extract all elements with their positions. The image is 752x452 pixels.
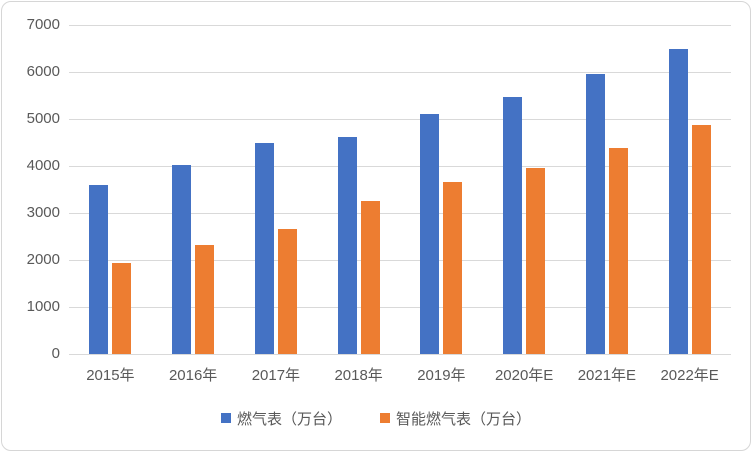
x-axis-label: 2016年: [168, 367, 218, 384]
y-axis-tick-label: 2000: [26, 251, 60, 268]
bar-gas-meter: [668, 49, 688, 354]
gridline: [69, 213, 731, 214]
y-axis-tick-label: 1000: [26, 298, 60, 315]
legend-item-smart-gas-meter: 智能燃气表（万台）: [380, 408, 531, 429]
y-axis-tick-label: 7000: [26, 16, 60, 33]
gridline: [69, 119, 731, 120]
bar-smart-gas-meter: [526, 168, 546, 354]
bar-gas-meter: [503, 97, 523, 354]
y-axis-tick-label: 3000: [26, 204, 60, 221]
legend-item-gas-meter: 燃气表（万台）: [220, 408, 342, 429]
bar-smart-gas-meter: [277, 229, 297, 354]
bar-smart-gas-meter: [360, 201, 380, 354]
bar-gas-meter: [420, 114, 440, 354]
gridline: [69, 72, 731, 73]
bar-smart-gas-meter: [608, 147, 628, 354]
x-axis-label: 2019年: [417, 367, 466, 384]
bar-smart-gas-meter: [195, 244, 215, 354]
y-axis-tick-label: 6000: [26, 63, 60, 80]
legend: 燃气表（万台） 智能燃气表（万台）: [2, 404, 750, 432]
bar-gas-meter: [172, 164, 192, 354]
plot-area: [69, 25, 731, 355]
x-axis-label: 2020年E: [494, 367, 554, 384]
bar-smart-gas-meter: [691, 124, 711, 354]
x-axis-label: 2015年: [86, 367, 135, 384]
gridline: [69, 25, 731, 26]
bar-gas-meter: [337, 136, 357, 354]
y-axis: 0 1000 2000 3000 4000 5000 6000 7000: [2, 2, 60, 450]
gridline: [69, 354, 731, 355]
bar-smart-gas-meter: [443, 182, 463, 354]
bar-gas-meter: [585, 73, 605, 354]
y-axis-tick-label: 4000: [26, 157, 60, 174]
gridline: [69, 166, 731, 167]
x-axis: 2015年 2016年 2017年 2018年 2019年 2020年E 2021年E 202…: [69, 363, 731, 389]
y-axis-tick-label: 5000: [26, 110, 60, 127]
y-axis-tick-label: 0: [51, 345, 60, 362]
legend-label: 燃气表（万台）: [236, 410, 342, 428]
x-axis-label: 2018年: [334, 367, 383, 384]
legend-label: 智能燃气表（万台）: [396, 410, 532, 428]
bar-gas-meter: [89, 185, 109, 354]
bar-smart-gas-meter: [112, 263, 132, 354]
gridline: [69, 307, 731, 308]
x-axis-label: 2022年E: [660, 367, 719, 384]
legend-swatch-icon: [220, 413, 231, 423]
gridline: [69, 260, 731, 261]
legend-swatch-icon: [380, 413, 390, 423]
bar-gas-meter: [254, 142, 274, 354]
x-axis-label: 2021年E: [577, 367, 637, 384]
x-axis-label: 2017年: [251, 367, 301, 384]
